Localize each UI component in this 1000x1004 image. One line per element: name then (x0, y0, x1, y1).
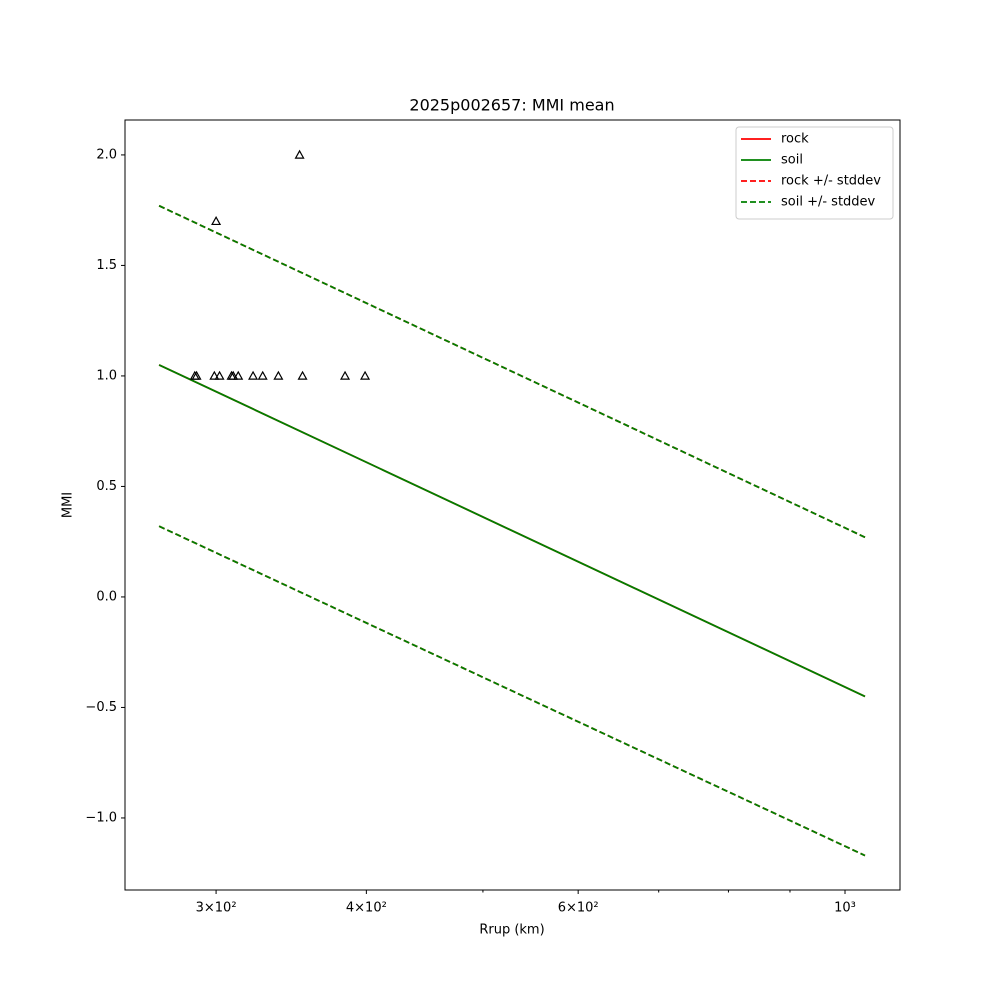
station-marker (228, 370, 239, 380)
station-marker (191, 370, 202, 380)
station-marker (214, 370, 225, 380)
series-line (158, 204, 866, 539)
station-marker (340, 370, 351, 380)
station-marker (257, 370, 268, 380)
legend-label: soil (781, 153, 803, 168)
station-marker (297, 370, 308, 380)
legend-label: soil +/- stddev (781, 195, 876, 210)
series-line (158, 364, 866, 698)
x-axis-label: Rrup (km) (479, 923, 544, 938)
x-tick-label: 10³ (834, 901, 856, 916)
y-tick-label: −0.5 (85, 700, 117, 715)
station-marker (233, 370, 244, 380)
y-tick-label: −1.0 (85, 810, 117, 825)
legend-label: rock +/- stddev (781, 174, 881, 189)
x-tick-label: 3×10² (196, 901, 237, 916)
chart-title: 2025p002657: MMI mean (409, 96, 614, 115)
plot-area (158, 149, 866, 857)
station-marker (248, 370, 259, 380)
station-marker (273, 370, 284, 380)
y-tick-label: 2.0 (96, 147, 117, 162)
y-tick-label: 1.0 (96, 368, 117, 383)
y-axis-label: MMI (61, 492, 76, 518)
x-tick-label: 4×10² (346, 901, 387, 916)
series-line (158, 525, 866, 857)
y-tick-label: 1.5 (96, 258, 117, 273)
y-tick-label: 0.5 (96, 479, 117, 494)
station-marker (294, 149, 305, 159)
plot-frame (124, 119, 901, 891)
legend-box (735, 126, 894, 220)
legend-label: rock (781, 132, 809, 147)
station-marker (209, 370, 220, 380)
y-tick-label: 0.0 (96, 589, 117, 604)
station-marker (360, 370, 371, 380)
x-tick-label: 6×10² (558, 901, 599, 916)
station-marker (211, 215, 222, 226)
